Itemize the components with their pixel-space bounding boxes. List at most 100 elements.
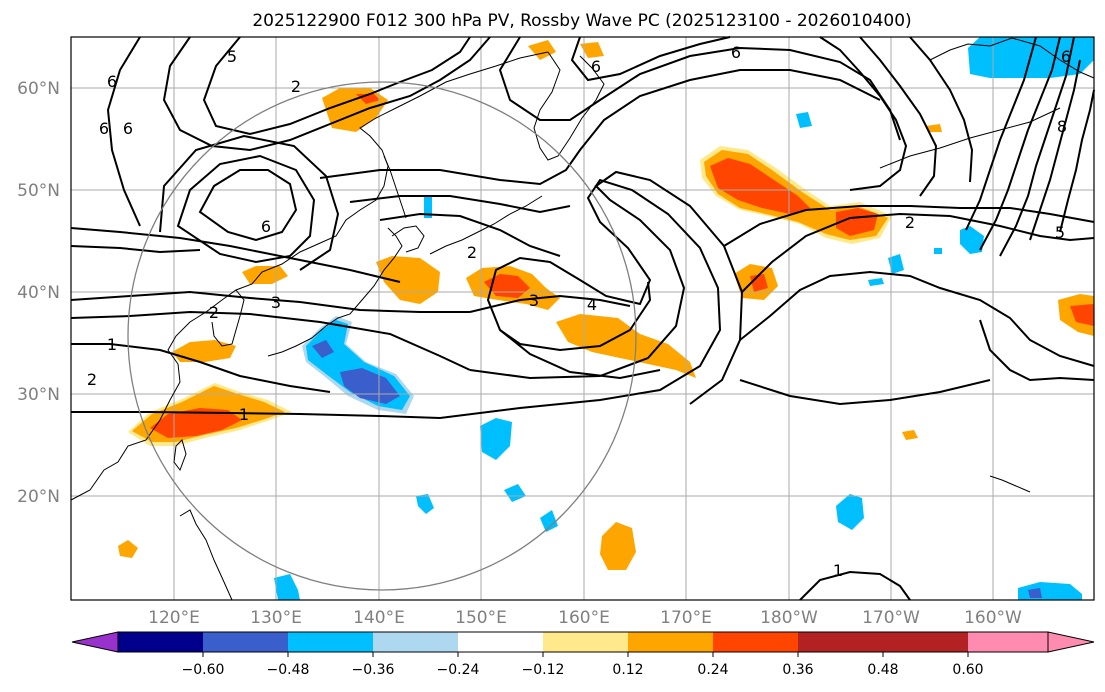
map-frame [70,36,1095,601]
contour-label-3-b: 3 [529,291,539,310]
pv-contour-mid-3 [319,69,881,186]
contour-label-2-b: 2 [209,303,219,322]
pv-contour-alaska-1 [965,36,1037,231]
coast-sakhalin [383,155,407,219]
lat-label-30: 30°N [17,385,60,405]
contour-label-6-c: 6 [123,119,133,138]
negative-anomaly-subtropic-5 [836,494,864,530]
lon-label-170e: 170°E [660,608,712,628]
colorbar-label: 0.24 [697,662,728,678]
lat-label-60: 60°N [17,79,60,99]
colorbar-segment [373,632,458,652]
positive-anomaly-npac-mid [556,314,696,378]
colorbar-label: 0.36 [782,662,813,678]
contour-label-5-b: 5 [1055,223,1065,242]
pv-contour-1-east [799,570,911,601]
lon-label-150e: 150°E [455,608,507,628]
longitude-labels: 120°E 130°E 140°E 150°E 160°E 170°E 180°… [148,608,1022,628]
pv-contour-ridge-east-2 [741,212,1095,293]
colorbar-label: −0.48 [267,662,310,678]
colorbar-label: −0.24 [437,662,480,678]
colorbar-segment [968,632,1048,652]
coast-hawaii [989,475,1031,493]
pv-contour-north-1 [106,36,141,227]
pv-contour-east-lower [739,379,991,406]
negative-anomaly-small-4 [934,248,942,254]
colorbar-label: 0.12 [612,662,643,678]
pv-contour-north-2 [162,36,491,152]
pv-contour-cyclone-2 [176,154,316,264]
colorbar-ticks [202,652,969,657]
pv-contour-ridge-east-4 [979,319,1095,382]
pv-contour-1-west [71,343,331,393]
negative-anomaly-subtropic-1 [480,418,512,460]
lon-label-180w: 180°W [760,608,818,628]
colorbar-extend-right [1047,631,1095,653]
map-panel: 6 6 6 5 2 6 3 2 1 2 1 2 3 4 6 6 2 5 6 8 … [70,36,1095,601]
positive-anomaly-kamchatka [528,40,556,60]
contour-labels: 6 6 6 5 2 6 3 2 1 2 1 2 3 4 6 6 2 5 6 8 … [87,43,1071,580]
negative-anomaly-small-1 [796,112,812,128]
contour-label-8: 8 [1057,117,1067,136]
pv-contour-6-ridge-1 [70,245,201,254]
coast-kuril [429,195,543,255]
coast-philippines [179,509,233,601]
pv-contour-trough-outer [439,178,722,419]
map-title: 2025122900 F012 300 hPa PV, Rossby Wave … [252,11,911,31]
lon-label-160w: 160°W [964,608,1022,628]
radius-circle [127,81,637,591]
negative-anomaly-central-npac [888,254,904,274]
contour-label-3-a: 3 [271,293,281,312]
colorbar-segment [883,632,968,652]
positive-anomaly-east-china-sea-high [150,408,242,438]
contour-label-1-a: 1 [107,335,117,354]
negative-anomaly-subtropic-3 [504,484,526,502]
lon-label-120e: 120°E [148,608,200,628]
colorbar-label: −0.12 [522,662,565,678]
pv-contour-alaska-4 [1029,59,1081,241]
latitude-labels: 60°N 50°N 40°N 30°N 20°N [17,79,60,507]
pv-contour-north-lobe [819,36,908,191]
lon-label-140e: 140°E [353,608,405,628]
negative-anomaly-japan-core-2 [312,340,334,358]
lat-label-40: 40°N [17,283,60,303]
colorbar-label: 0.48 [867,662,898,678]
lon-label-160e: 160°E [558,608,610,628]
coast-alaska [929,37,1095,79]
pv-contour-1-subtropical [71,411,441,419]
contour-label-6-d: 6 [261,217,271,236]
pv-contour-alaska-2 [979,36,1061,251]
pv-contour-cyclone-1 [198,169,298,242]
pv-contour-mid-2 [349,195,571,214]
colorbar-segment [458,632,543,652]
positive-anomaly-korea [172,340,236,362]
pv-contour-trough-inner [499,281,652,352]
colorbar-extend-left [71,631,119,653]
pv-contour-ridge-east-1 [739,270,1095,367]
pv-contour-trough-mid [469,170,744,405]
pv-contour-mid-5 [570,36,731,82]
coast-kamchatka [533,51,605,161]
negative-anomaly-small-2 [424,196,432,218]
pv-contour-alaska-3 [999,36,1075,257]
negative-anomaly-tropical-east-core [1028,588,1042,598]
lat-label-20: 20°N [17,487,60,507]
contour-label-1-c: 1 [833,561,843,580]
negative-anomaly-small-3 [868,278,884,286]
lon-label-130e: 130°E [250,608,302,628]
positive-anomaly-aleutian-high [710,158,812,214]
lat-label-50: 50°N [17,181,60,201]
coast-taiwan [173,439,187,472]
contour-label-6-b: 6 [99,119,109,138]
colorbar: −0.60 −0.48 −0.36 −0.24 −0.12 0.12 0.24 … [71,631,1095,678]
gridlines [71,37,1094,600]
colorbar-label: −0.60 [182,662,225,678]
lon-label-170w: 170°W [862,608,920,628]
contour-label-6-g: 6 [1061,47,1071,66]
negative-anomaly-subtropic-2 [416,494,434,514]
contour-label-6-a: 6 [107,72,117,91]
colorbar-segment [288,632,373,652]
contour-label-2-a: 2 [291,77,301,96]
positive-anomaly-kamchatka-2 [580,42,604,58]
